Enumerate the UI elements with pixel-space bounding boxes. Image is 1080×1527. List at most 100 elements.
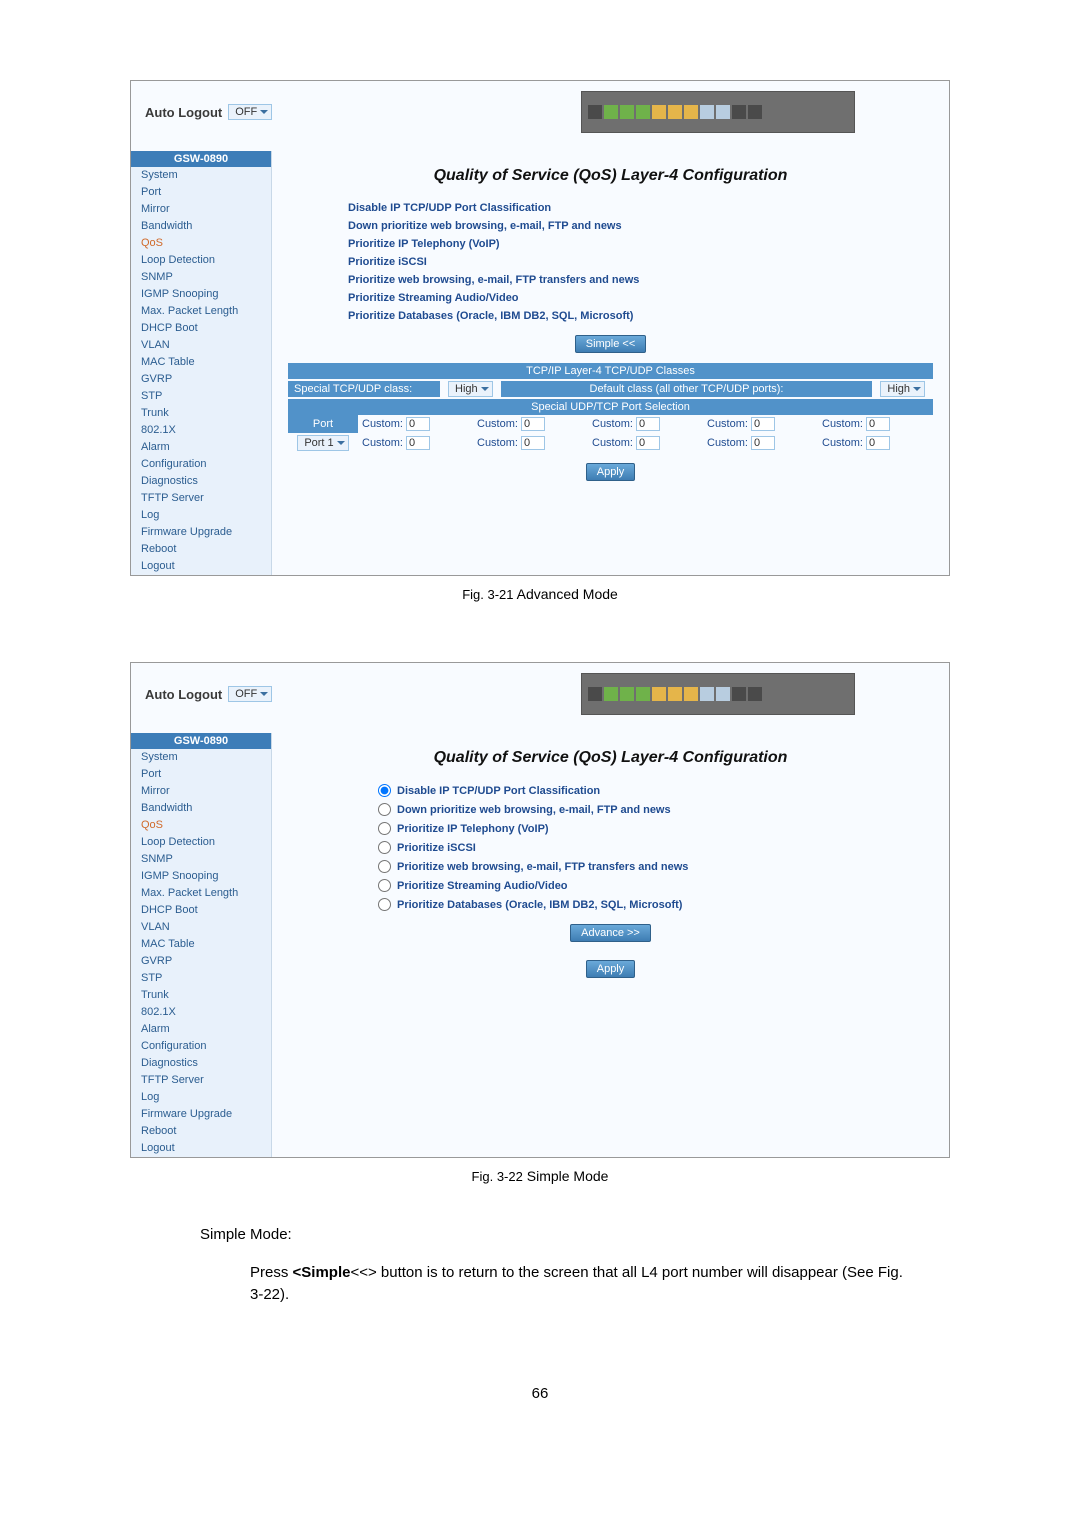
switch-graphic: [581, 91, 855, 133]
sidebar-item-trunk[interactable]: Trunk: [131, 405, 271, 422]
qos-option-label: Prioritize web browsing, e-mail, FTP tra…: [348, 274, 639, 286]
topbar: Auto Logout OFF: [131, 663, 949, 733]
custom-input[interactable]: [751, 417, 775, 431]
sidebar-item-snmp[interactable]: SNMP: [131, 851, 271, 868]
qos-option[interactable]: Prioritize Databases (Oracle, IBM DB2, S…: [378, 895, 933, 914]
sidebar-item-reboot[interactable]: Reboot: [131, 541, 271, 558]
sidebar-item-tftp-server[interactable]: TFTP Server: [131, 1072, 271, 1089]
sidebar-item-port[interactable]: Port: [131, 184, 271, 201]
custom-input[interactable]: [636, 417, 660, 431]
qos-option-label: Disable IP TCP/UDP Port Classification: [397, 785, 600, 797]
qos-option-label: Down prioritize web browsing, e-mail, FT…: [397, 804, 671, 816]
sidebar-item-mirror[interactable]: Mirror: [131, 783, 271, 800]
sidebar-item-qos[interactable]: QoS: [131, 235, 271, 252]
screenshot-simple: Auto Logout OFF GSW-0890 SystemPortMirro…: [130, 662, 950, 1158]
default-class-select[interactable]: High: [880, 381, 925, 397]
qos-option[interactable]: Prioritize Streaming Audio/Video: [378, 876, 933, 895]
sidebar-item-gvrp[interactable]: GVRP: [131, 371, 271, 388]
default-class-label: Default class (all other TCP/UDP ports):: [501, 381, 873, 397]
qos-option-radio[interactable]: [378, 879, 391, 892]
qos-option: Prioritize iSCSI: [348, 253, 933, 271]
custom-input[interactable]: [521, 417, 545, 431]
model-header: GSW-0890: [131, 151, 271, 167]
port-select[interactable]: Port 1: [297, 435, 348, 451]
apply-button[interactable]: Apply: [586, 960, 636, 978]
special-class-select[interactable]: High: [448, 381, 493, 397]
custom-input[interactable]: [866, 436, 890, 450]
sidebar-item-diagnostics[interactable]: Diagnostics: [131, 1055, 271, 1072]
sidebar-item-max-packet-length[interactable]: Max. Packet Length: [131, 885, 271, 902]
custom-input[interactable]: [866, 417, 890, 431]
sidebar-item-trunk[interactable]: Trunk: [131, 987, 271, 1004]
custom-input[interactable]: [406, 417, 430, 431]
auto-logout-select[interactable]: OFF: [228, 104, 272, 120]
qos-option: Prioritize Databases (Oracle, IBM DB2, S…: [348, 307, 933, 325]
sidebar-item-firmware-upgrade[interactable]: Firmware Upgrade: [131, 524, 271, 541]
sidebar-item-mirror[interactable]: Mirror: [131, 201, 271, 218]
sidebar-item-stp[interactable]: STP: [131, 970, 271, 987]
qos-option-radio[interactable]: [378, 860, 391, 873]
sidebar-item-system[interactable]: System: [131, 167, 271, 184]
sidebar-item-qos[interactable]: QoS: [131, 817, 271, 834]
port-table: Port Custom: Custom: Custom: Custom: Cus…: [288, 415, 933, 453]
qos-option: Prioritize web browsing, e-mail, FTP tra…: [348, 271, 933, 289]
sidebar-item-logout[interactable]: Logout: [131, 558, 271, 575]
qos-option-label: Prioritize web browsing, e-mail, FTP tra…: [397, 861, 688, 873]
qos-option-radio[interactable]: [378, 822, 391, 835]
qos-option-radio[interactable]: [378, 841, 391, 854]
sidebar-item-802-1x[interactable]: 802.1X: [131, 1004, 271, 1021]
apply-button[interactable]: Apply: [586, 463, 636, 481]
sidebar-item-configuration[interactable]: Configuration: [131, 1038, 271, 1055]
sidebar-item-802-1x[interactable]: 802.1X: [131, 422, 271, 439]
sidebar-item-firmware-upgrade[interactable]: Firmware Upgrade: [131, 1106, 271, 1123]
sidebar-item-gvrp[interactable]: GVRP: [131, 953, 271, 970]
sidebar-item-max-packet-length[interactable]: Max. Packet Length: [131, 303, 271, 320]
sidebar-item-snmp[interactable]: SNMP: [131, 269, 271, 286]
sidebar-item-bandwidth[interactable]: Bandwidth: [131, 218, 271, 235]
sidebar-item-vlan[interactable]: VLAN: [131, 337, 271, 354]
qos-option: Prioritize Streaming Audio/Video: [348, 289, 933, 307]
custom-input[interactable]: [636, 436, 660, 450]
qos-option-label: Prioritize IP Telephony (VoIP): [397, 823, 549, 835]
sidebar-item-alarm[interactable]: Alarm: [131, 1021, 271, 1038]
sidebar-item-loop-detection[interactable]: Loop Detection: [131, 252, 271, 269]
sidebar-item-tftp-server[interactable]: TFTP Server: [131, 490, 271, 507]
advance-button[interactable]: Advance >>: [570, 924, 651, 942]
sidebar-item-bandwidth[interactable]: Bandwidth: [131, 800, 271, 817]
sidebar-item-logout[interactable]: Logout: [131, 1140, 271, 1157]
sidebar-item-loop-detection[interactable]: Loop Detection: [131, 834, 271, 851]
custom-input[interactable]: [751, 436, 775, 450]
sidebar-item-diagnostics[interactable]: Diagnostics: [131, 473, 271, 490]
sidebar-item-dhcp-boot[interactable]: DHCP Boot: [131, 320, 271, 337]
qos-option[interactable]: Prioritize IP Telephony (VoIP): [378, 819, 933, 838]
qos-option-radio[interactable]: [378, 803, 391, 816]
qos-option[interactable]: Down prioritize web browsing, e-mail, FT…: [378, 800, 933, 819]
sidebar-item-reboot[interactable]: Reboot: [131, 1123, 271, 1140]
sidebar-item-configuration[interactable]: Configuration: [131, 456, 271, 473]
qos-option[interactable]: Disable IP TCP/UDP Port Classification: [378, 781, 933, 800]
sidebar-item-igmp-snooping[interactable]: IGMP Snooping: [131, 286, 271, 303]
qos-option-label: Prioritize Databases (Oracle, IBM DB2, S…: [397, 899, 682, 911]
sidebar-item-igmp-snooping[interactable]: IGMP Snooping: [131, 868, 271, 885]
sidebar-item-vlan[interactable]: VLAN: [131, 919, 271, 936]
qos-option[interactable]: Prioritize iSCSI: [378, 838, 933, 857]
sidebar-item-system[interactable]: System: [131, 749, 271, 766]
figure-caption-2: Fig. 3-22 Simple Mode: [130, 1168, 950, 1184]
auto-logout-select[interactable]: OFF: [228, 686, 272, 702]
sidebar-item-mac-table[interactable]: MAC Table: [131, 354, 271, 371]
custom-input[interactable]: [521, 436, 545, 450]
sidebar-item-mac-table[interactable]: MAC Table: [131, 936, 271, 953]
sidebar-item-alarm[interactable]: Alarm: [131, 439, 271, 456]
sidebar-item-log[interactable]: Log: [131, 507, 271, 524]
sidebar-item-log[interactable]: Log: [131, 1089, 271, 1106]
page-title: Quality of Service (QoS) Layer-4 Configu…: [288, 167, 933, 185]
sidebar-item-stp[interactable]: STP: [131, 388, 271, 405]
qos-option-radio[interactable]: [378, 784, 391, 797]
qos-option-radio[interactable]: [378, 898, 391, 911]
sidebar-item-port[interactable]: Port: [131, 766, 271, 783]
sidebar-item-dhcp-boot[interactable]: DHCP Boot: [131, 902, 271, 919]
topbar: Auto Logout OFF: [131, 81, 949, 151]
qos-option[interactable]: Prioritize web browsing, e-mail, FTP tra…: [378, 857, 933, 876]
custom-input[interactable]: [406, 436, 430, 450]
simple-button[interactable]: Simple <<: [575, 335, 647, 353]
